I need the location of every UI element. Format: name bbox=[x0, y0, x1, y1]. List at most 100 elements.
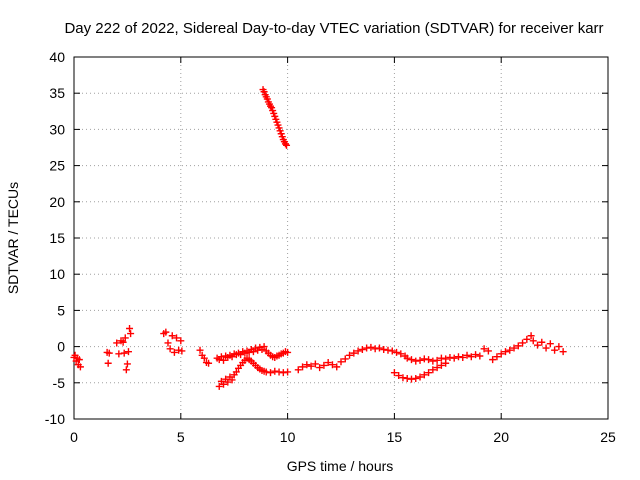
data-point bbox=[384, 346, 392, 354]
data-point bbox=[450, 354, 458, 362]
data-point bbox=[514, 342, 522, 350]
data-point bbox=[126, 325, 134, 332]
data-point bbox=[170, 348, 178, 356]
data-point bbox=[275, 368, 283, 376]
data-point bbox=[311, 360, 319, 368]
data-point bbox=[555, 343, 563, 351]
data-point bbox=[375, 344, 383, 352]
data-point bbox=[388, 347, 396, 355]
data-point bbox=[425, 356, 433, 364]
data-point bbox=[551, 346, 559, 354]
data-point bbox=[363, 344, 371, 352]
data-point bbox=[105, 349, 113, 357]
data-point bbox=[346, 351, 354, 359]
data-point bbox=[529, 337, 537, 345]
data-point bbox=[196, 346, 204, 354]
data-point bbox=[412, 357, 420, 365]
data-point bbox=[164, 339, 172, 347]
data-point bbox=[328, 361, 336, 369]
y-tick-label: 15 bbox=[49, 230, 65, 246]
data-point bbox=[166, 345, 174, 353]
data-point bbox=[425, 369, 433, 377]
data-point bbox=[262, 368, 270, 376]
data-point bbox=[333, 363, 341, 371]
data-point bbox=[205, 359, 213, 367]
y-tick-label: -5 bbox=[53, 375, 66, 391]
data-point bbox=[442, 355, 450, 363]
data-point bbox=[316, 364, 324, 372]
data-point bbox=[76, 363, 84, 371]
data-point bbox=[215, 382, 223, 390]
data-point bbox=[341, 355, 349, 363]
data-point bbox=[433, 364, 441, 372]
data-point bbox=[437, 361, 445, 369]
y-tick-label: 25 bbox=[49, 158, 65, 174]
data-point bbox=[371, 345, 379, 353]
data-point bbox=[177, 337, 185, 345]
data-point bbox=[546, 340, 554, 348]
data-point bbox=[294, 366, 302, 374]
data-point bbox=[260, 343, 268, 351]
data-point bbox=[480, 345, 488, 353]
data-point bbox=[115, 350, 123, 358]
data-point bbox=[354, 347, 362, 355]
x-tick-label: 0 bbox=[70, 429, 78, 445]
data-point bbox=[476, 352, 484, 360]
y-tick-label: 30 bbox=[49, 121, 65, 137]
data-point bbox=[224, 378, 232, 386]
y-tick-label: 0 bbox=[57, 339, 65, 355]
data-point bbox=[519, 339, 527, 347]
data-point bbox=[403, 374, 411, 382]
data-point bbox=[200, 354, 208, 362]
data-point bbox=[542, 344, 550, 352]
data-point bbox=[534, 341, 542, 349]
data-point bbox=[403, 354, 411, 362]
data-point bbox=[429, 357, 437, 365]
x-tick-label: 5 bbox=[177, 429, 185, 445]
data-point bbox=[429, 366, 437, 374]
data-point bbox=[299, 363, 307, 371]
data-point bbox=[337, 358, 345, 366]
data-point bbox=[467, 353, 475, 361]
data-point bbox=[249, 348, 257, 356]
data-point bbox=[407, 356, 415, 364]
data-point bbox=[120, 349, 128, 357]
y-tick-label: 5 bbox=[57, 302, 65, 318]
data-point bbox=[538, 338, 546, 346]
data-point bbox=[523, 335, 531, 343]
data-point bbox=[283, 141, 291, 149]
data-point bbox=[279, 369, 287, 377]
data-point bbox=[162, 328, 170, 336]
data-point bbox=[489, 356, 497, 364]
data-point bbox=[420, 355, 428, 363]
axis-ticks: 0 5 10 15 20 25 -10 -5 0 5 10 15 20 25 30 35 40 bbox=[45, 49, 616, 445]
data-point bbox=[178, 347, 186, 355]
data-point bbox=[395, 372, 403, 380]
data-point bbox=[220, 380, 228, 388]
data-point bbox=[113, 339, 121, 347]
x-tick-label: 10 bbox=[280, 429, 296, 445]
data-point bbox=[217, 353, 225, 361]
data-point bbox=[510, 344, 518, 352]
data-point bbox=[380, 345, 388, 353]
data-point bbox=[307, 362, 315, 370]
y-tick-label: 20 bbox=[49, 194, 65, 210]
data-point bbox=[284, 368, 292, 376]
data-point bbox=[267, 102, 275, 110]
data-point bbox=[390, 369, 398, 377]
data-point bbox=[446, 353, 454, 361]
data-point bbox=[437, 354, 445, 362]
data-point bbox=[168, 332, 176, 340]
data-points bbox=[70, 86, 567, 390]
data-point bbox=[232, 368, 240, 376]
data-point bbox=[497, 350, 505, 358]
data-point bbox=[397, 350, 405, 358]
data-point bbox=[350, 349, 358, 357]
data-point bbox=[407, 375, 415, 383]
data-point bbox=[303, 361, 311, 369]
data-point bbox=[124, 348, 132, 356]
x-tick-label: 15 bbox=[387, 429, 403, 445]
data-point bbox=[416, 356, 424, 364]
data-point bbox=[484, 347, 492, 355]
data-point bbox=[324, 359, 332, 367]
